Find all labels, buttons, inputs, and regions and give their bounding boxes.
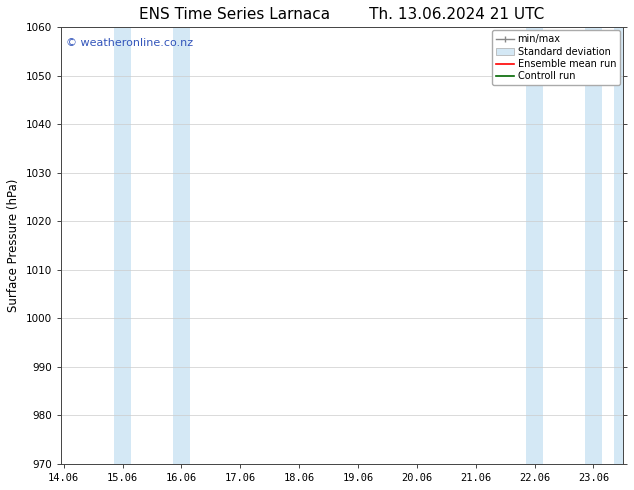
Title: ENS Time Series Larnaca        Th. 13.06.2024 21 UTC: ENS Time Series Larnaca Th. 13.06.2024 2… <box>139 7 545 22</box>
Bar <box>172 27 190 464</box>
Legend: min/max, Standard deviation, Ensemble mean run, Controll run: min/max, Standard deviation, Ensemble me… <box>493 30 620 85</box>
Y-axis label: Surface Pressure (hPa): Surface Pressure (hPa) <box>7 179 20 312</box>
Bar <box>526 27 543 464</box>
Bar <box>113 27 131 464</box>
Bar <box>585 27 602 464</box>
Text: © weatheronline.co.nz: © weatheronline.co.nz <box>67 38 193 48</box>
Bar <box>614 27 623 464</box>
